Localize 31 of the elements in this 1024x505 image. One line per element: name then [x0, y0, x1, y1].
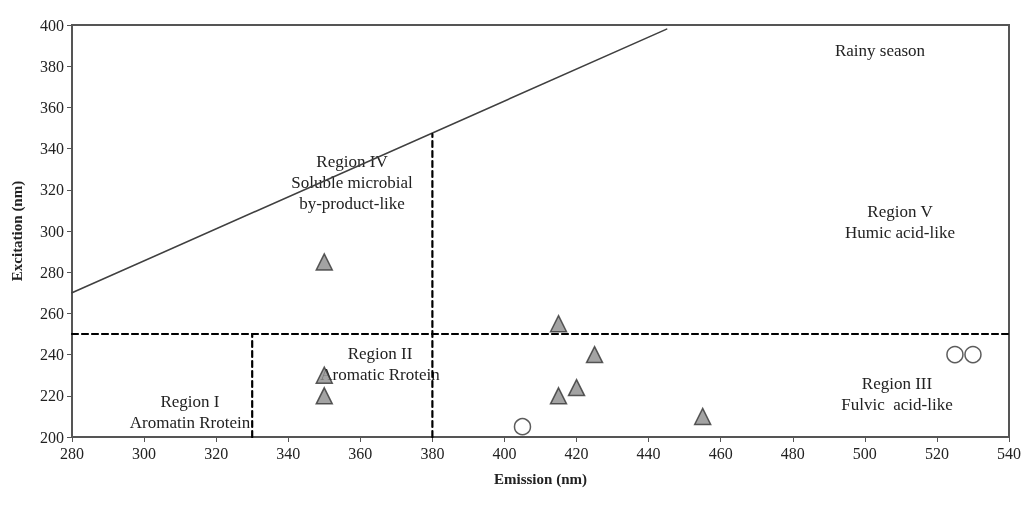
- y-tick-label: 300: [40, 222, 64, 240]
- x-tick-label: 500: [852, 444, 877, 462]
- y-tick-label: 360: [40, 98, 64, 116]
- y-tick-label: 240: [40, 346, 64, 364]
- annotation: Rainy season: [834, 40, 926, 60]
- x-tick-label: 480: [780, 444, 805, 462]
- y-tick-label: 380: [40, 57, 64, 75]
- y-tick-label: 320: [40, 181, 64, 199]
- x-tick-label: 360: [348, 444, 373, 462]
- x-tick-label: 520: [924, 444, 949, 462]
- x-axis-title: Emission (nm): [494, 470, 587, 488]
- x-tick-label: 340: [276, 444, 301, 462]
- x-tick-label: 460: [708, 444, 733, 462]
- y-tick-label: 200: [40, 428, 64, 446]
- x-tick-label: 540: [997, 444, 1021, 462]
- x-tick-label: 420: [564, 444, 589, 462]
- x-tick-label: 320: [204, 444, 229, 462]
- y-tick-label: 220: [40, 387, 64, 405]
- x-tick-label: 380: [420, 444, 445, 462]
- y-axis-title: Excitation (nm): [8, 180, 26, 282]
- y-tick-label: 340: [40, 140, 64, 158]
- x-tick-label: 400: [492, 444, 517, 462]
- x-tick-label: 280: [60, 444, 84, 462]
- y-tick-label: 400: [40, 16, 64, 34]
- y-tick-label: 280: [40, 263, 64, 281]
- x-tick-label: 300: [132, 444, 157, 462]
- annotation: Region I Aromatin Rrotein: [129, 392, 251, 432]
- annotation: Region V Humic acid-like: [845, 202, 955, 242]
- annotation: Region III Fulvic acid-like: [841, 374, 953, 414]
- x-tick-label: 440: [636, 444, 661, 462]
- y-tick-label: 260: [40, 304, 64, 322]
